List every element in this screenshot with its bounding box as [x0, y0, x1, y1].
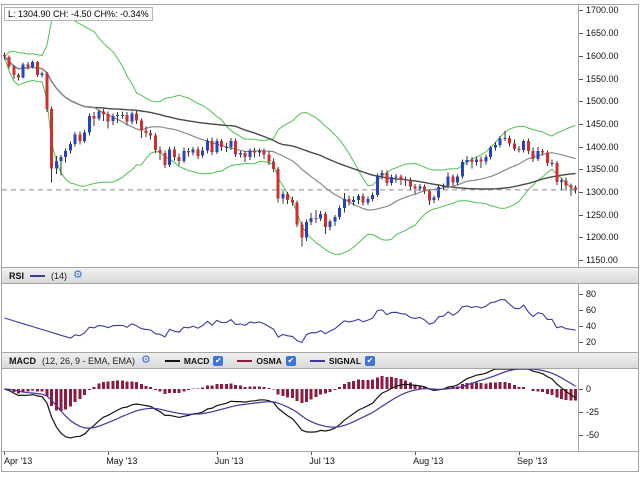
- axis-tick-label: 40: [586, 321, 597, 332]
- time-axis-label: May '13: [106, 456, 138, 466]
- legend-item-macd: MACD ✔: [164, 355, 224, 366]
- axis-tick-label: 1200.00: [586, 232, 619, 243]
- axis-tick-mark: [579, 326, 583, 328]
- axis-tick-label: 1450.00: [586, 118, 619, 129]
- rsi-axis: 80 60 40 20: [578, 284, 638, 352]
- signal-line-sample: [309, 359, 325, 362]
- axis-tick-mark: [579, 342, 583, 344]
- axis-tick-mark: [579, 411, 583, 413]
- axis-tick-mark: [579, 146, 583, 148]
- macd-line-sample: [164, 359, 180, 362]
- time-axis-tick: [4, 452, 6, 455]
- macd-params: (12, 26, 9 - EMA, EMA): [42, 355, 136, 366]
- rsi-params: (14): [51, 270, 68, 281]
- rsi-title: RSI: [9, 270, 25, 281]
- axis-tick-label: 1150.00: [586, 255, 618, 266]
- macd-title: MACD: [9, 355, 36, 366]
- axis-tick-mark: [579, 293, 583, 295]
- axis-tick-label: 1650.00: [586, 28, 619, 39]
- axis-tick-mark: [579, 33, 583, 35]
- axis-tick-label: 1350.00: [586, 164, 619, 175]
- rsi-settings-gear-icon[interactable]: ⚙: [73, 269, 83, 281]
- time-axis: Apr '13 May '13 Jun '13 Jul '13 Aug '13 Sep '…: [2, 451, 638, 471]
- macd-panel: 0 -25 -50: [2, 369, 638, 451]
- rsi-panel: 80 60 40 20: [2, 284, 638, 352]
- axis-tick-mark: [579, 192, 583, 194]
- axis-tick-mark: [579, 309, 583, 311]
- axis-tick-mark: [579, 78, 583, 80]
- price-panel: L: 1304.90 CH: -4.50 CH%: -0.34% 1700.00…: [2, 5, 638, 267]
- legend-item-signal: SIGNAL ✔: [309, 355, 376, 366]
- time-axis-label: Apr '13: [4, 456, 33, 466]
- axis-tick-mark: [579, 101, 583, 103]
- axis-tick-mark: [579, 260, 583, 262]
- time-axis-tick: [311, 452, 313, 455]
- axis-tick-mark: [579, 123, 583, 125]
- time-axis-label: Jul '13: [309, 456, 335, 466]
- time-axis-tick: [519, 452, 520, 455]
- signal-legend-label: SIGNAL: [328, 355, 362, 366]
- axis-tick-label: 1500.00: [586, 96, 619, 107]
- axis-tick-label: 1550.00: [586, 73, 619, 84]
- time-axis-label: Aug '13: [413, 456, 444, 466]
- axis-tick-label: 1400.00: [586, 141, 619, 152]
- time-axis-tick: [415, 452, 417, 455]
- axis-tick-mark: [579, 237, 583, 239]
- time-axis-label: Jun '13: [214, 456, 244, 466]
- time-axis-label: Sep '13: [517, 456, 548, 466]
- rsi-plot[interactable]: [2, 284, 578, 352]
- rsi-header: RSI (14) ⚙: [2, 267, 638, 284]
- last-price-infobar: L: 1304.90 CH: -4.50 CH%: -0.34%: [4, 7, 153, 21]
- axis-tick-label: 0: [586, 384, 592, 395]
- axis-tick-label: 80: [586, 288, 597, 299]
- axis-tick-label: 1250.00: [586, 209, 619, 220]
- price-axis: 1700.00 1650.00 1600.00 1550.00 1500.00 1450.…: [578, 5, 638, 267]
- signal-visibility-checkbox[interactable]: ✔: [365, 355, 376, 366]
- axis-tick-label: 1700.00: [586, 5, 619, 16]
- axis-tick-label: 1300.00: [586, 187, 619, 198]
- macd-settings-gear-icon[interactable]: ⚙: [141, 354, 151, 366]
- macd-axis: 0 -25 -50: [578, 369, 638, 451]
- legend-item-osma: OSMA ✔: [237, 355, 296, 366]
- osma-line-sample: [237, 359, 253, 362]
- time-axis-tick: [108, 452, 110, 455]
- axis-tick-mark: [579, 10, 583, 12]
- axis-tick-label: 20: [586, 337, 597, 348]
- axis-tick-mark: [579, 434, 583, 436]
- macd-plot[interactable]: [2, 369, 578, 451]
- axis-tick-label: 60: [586, 304, 597, 315]
- macd-visibility-checkbox[interactable]: ✔: [213, 355, 224, 366]
- price-plot[interactable]: [2, 5, 578, 267]
- macd-legend-label: MACD: [183, 355, 210, 366]
- chart-container: L: 1304.90 CH: -4.50 CH%: -0.34% 1700.00…: [1, 4, 639, 472]
- macd-header: MACD (12, 26, 9 - EMA, EMA) ⚙ MACD ✔ OSM…: [2, 352, 638, 369]
- axis-tick-label: -25: [586, 406, 600, 417]
- axis-tick-mark: [579, 214, 583, 216]
- axis-tick-label: 1600.00: [586, 50, 619, 61]
- rsi-line-sample: [30, 274, 46, 277]
- osma-visibility-checkbox[interactable]: ✔: [285, 355, 296, 366]
- osma-legend-label: OSMA: [256, 355, 282, 366]
- axis-tick-mark: [579, 389, 583, 391]
- time-axis-tick: [216, 452, 218, 455]
- axis-tick-mark: [579, 169, 583, 171]
- axis-tick-label: -50: [586, 429, 600, 440]
- axis-tick-mark: [579, 55, 583, 57]
